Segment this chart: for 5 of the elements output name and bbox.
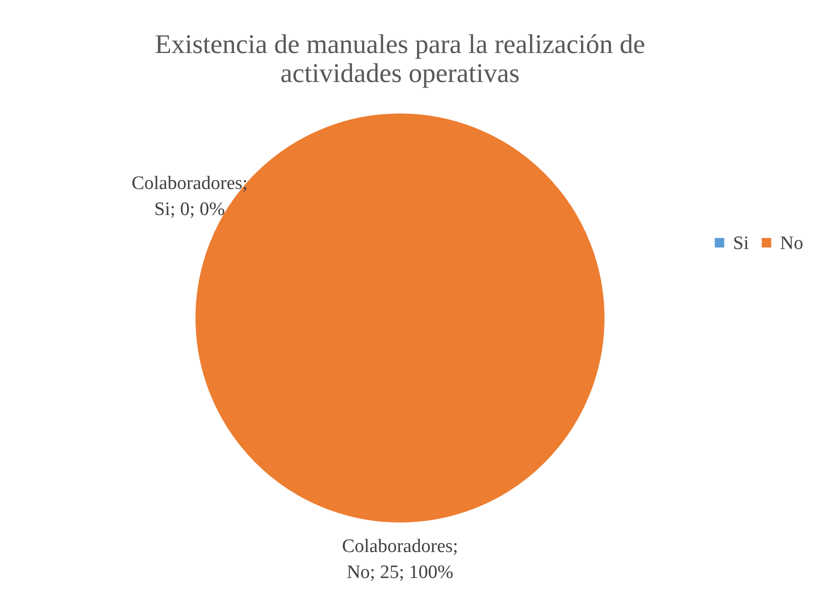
data-label: Colaboradores; No; 25; 100%: [342, 536, 458, 583]
chart-title: Existencia de manuales para la realización de actividades operativas: [154, 29, 646, 88]
text: Colaboradores; Si; 0; 0%: [132, 172, 248, 220]
legend-label: No: [780, 232, 804, 254]
legend-label: Si: [733, 232, 749, 254]
